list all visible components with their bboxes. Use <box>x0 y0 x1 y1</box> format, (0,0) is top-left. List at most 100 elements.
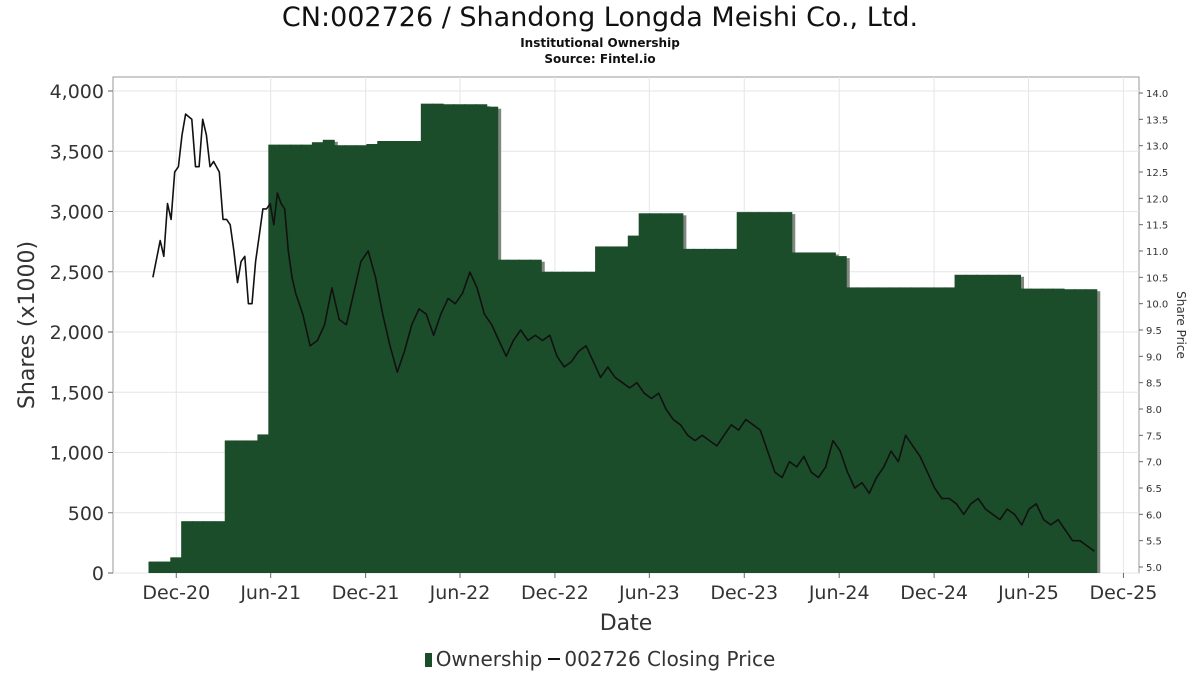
ownership-bar <box>1074 289 1087 573</box>
ownership-bar <box>725 248 738 574</box>
ownership-bar <box>399 141 412 573</box>
ownership-bar <box>507 259 520 573</box>
y2-tick-label: 10.0 <box>1146 300 1168 311</box>
ownership-bar <box>616 246 629 573</box>
y2-tick-label: 9.5 <box>1146 326 1162 337</box>
y-tick-label: 2,500 <box>50 262 104 284</box>
ownership-bar <box>518 259 531 573</box>
ownership-bar <box>1009 274 1022 573</box>
ownership-bar <box>235 440 248 573</box>
ownership-bar <box>366 144 379 573</box>
x-tick-label: Dec-20 <box>142 582 210 604</box>
ownership-bar <box>344 145 357 573</box>
ownership-bar <box>246 440 259 573</box>
ownership-bar <box>224 440 237 573</box>
ownership-bar <box>333 145 346 573</box>
ownership-bar <box>649 213 662 573</box>
x-tick-label: Jun-21 <box>239 582 301 604</box>
ownership-bar <box>736 212 749 574</box>
ownership-bar <box>290 144 303 573</box>
ownership-bar <box>605 246 618 573</box>
ownership-bar <box>758 212 771 574</box>
x-tick-label: Jun-23 <box>618 582 680 604</box>
ownership-bar <box>889 287 902 573</box>
ownership-bar <box>159 561 172 573</box>
ownership-bar <box>1030 288 1043 573</box>
ownership-bar <box>1063 289 1076 573</box>
ownership-bar <box>671 213 684 573</box>
ownership-bar <box>464 104 477 573</box>
y-tick-label: 500 <box>68 503 104 525</box>
ownership-bar <box>442 104 455 573</box>
ownership-bar <box>453 104 466 573</box>
axis-layer: 0 500 1,000 1,500 2,000 2,500 3,000 3,500 4,000 5… <box>50 81 1169 604</box>
ownership-bar <box>486 106 499 573</box>
ownership-bar <box>213 521 226 573</box>
ownership-bar <box>682 248 695 574</box>
ownership-bar <box>921 287 934 573</box>
ownership-bar <box>627 235 640 573</box>
y2-tick-label: 7.0 <box>1146 458 1162 469</box>
y-tick-label: 3,000 <box>50 202 104 224</box>
y-tick-label: 1,000 <box>50 443 104 465</box>
legend-price-label: 002726 Closing Price <box>564 647 776 671</box>
ownership-bar <box>910 287 923 573</box>
ownership-bar <box>932 287 945 573</box>
ownership-bar <box>1052 288 1065 573</box>
ownership-bar <box>475 104 488 573</box>
ownership-bar <box>377 141 390 573</box>
ownership-bar <box>1085 289 1098 573</box>
ownership-bar <box>900 287 913 573</box>
y2-tick-label: 9.0 <box>1146 352 1162 363</box>
ownership-bar <box>976 274 989 573</box>
ownership-bar <box>181 521 194 573</box>
ownership-bar <box>322 139 335 574</box>
chart-source: Source: Fintel.io <box>544 52 656 66</box>
x-tick-label: Dec-22 <box>521 582 589 604</box>
price-line <box>152 113 1095 552</box>
ownership-bar <box>170 557 183 573</box>
y2-axis-label: Share Price <box>1174 291 1188 359</box>
y2-tick-label: 12.0 <box>1146 194 1168 205</box>
ownership-bar <box>856 287 869 573</box>
ownership-bar <box>693 248 706 574</box>
y2-tick-label: 8.5 <box>1146 379 1162 390</box>
ownership-bar <box>584 271 597 573</box>
ownership-bar <box>562 271 575 573</box>
ownership-bar <box>497 259 510 573</box>
ownership-bar <box>714 248 727 574</box>
ownership-bar <box>268 144 281 573</box>
y-tick-label: 0 <box>92 563 104 585</box>
bar-layer <box>148 103 1101 574</box>
ownership-bar <box>311 142 324 573</box>
chart-title: CN:002726 / Shandong Longda Meishi Co., … <box>281 2 919 33</box>
legend-bar-swatch <box>424 653 432 667</box>
ownership-bar <box>812 252 825 573</box>
y2-tick-label: 14.0 <box>1146 89 1168 100</box>
ownership-bar <box>202 521 215 573</box>
ownership-bar <box>943 287 956 573</box>
ownership-bar <box>987 274 1000 573</box>
x-tick-label: Jun-24 <box>808 582 870 604</box>
ownership-bar <box>802 252 815 573</box>
x-tick-label: Dec-23 <box>710 582 778 604</box>
y-tick-label: 3,500 <box>50 141 104 163</box>
x-tick-label: Dec-21 <box>332 582 400 604</box>
ownership-bar <box>834 256 847 573</box>
legend: Ownership 002726 Closing Price <box>0 647 1200 671</box>
x-tick-label: Dec-24 <box>900 582 968 604</box>
ownership-bar <box>300 144 313 573</box>
y2-tick-label: 6.5 <box>1146 484 1162 495</box>
ownership-bar <box>998 274 1011 573</box>
y2-tick-label: 12.5 <box>1146 168 1168 179</box>
ownership-bar <box>780 212 793 574</box>
ownership-bar <box>540 271 553 573</box>
y2-tick-label: 6.0 <box>1146 510 1162 521</box>
legend-ownership-label: Ownership <box>435 647 543 671</box>
x-tick-label: Dec-25 <box>1090 582 1158 604</box>
ownership-bar <box>845 287 858 573</box>
y2-tick-label: 8.0 <box>1146 405 1162 416</box>
ownership-bar <box>1019 288 1032 573</box>
ownership-bar <box>257 434 270 573</box>
y2-tick-label: 10.5 <box>1146 273 1168 284</box>
